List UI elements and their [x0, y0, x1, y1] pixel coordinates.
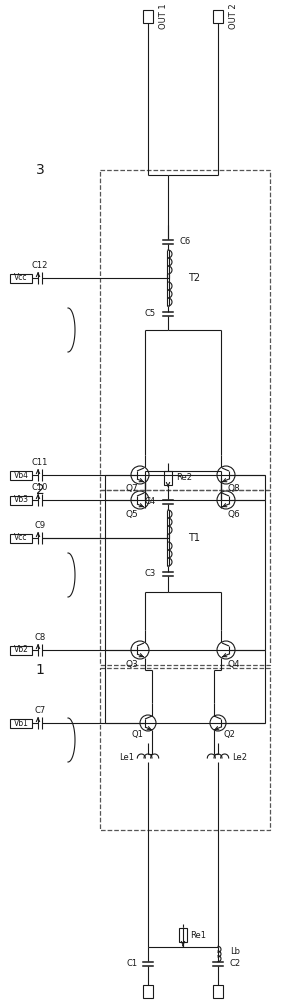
- Text: Vb2: Vb2: [14, 646, 28, 654]
- Bar: [100, 490, 270, 665]
- Text: C5: C5: [145, 310, 156, 318]
- Bar: [10, 534, 32, 542]
- Text: 1: 1: [35, 663, 45, 677]
- Bar: [100, 170, 270, 490]
- Text: Vb1: Vb1: [14, 718, 28, 728]
- Bar: [10, 495, 32, 504]
- Bar: [100, 668, 270, 830]
- Text: Le1: Le1: [119, 754, 134, 762]
- Text: C11: C11: [32, 458, 48, 467]
- Text: Re2: Re2: [176, 474, 192, 483]
- Text: Q8: Q8: [228, 485, 241, 493]
- Text: Q6: Q6: [228, 510, 241, 518]
- Text: Q4: Q4: [228, 660, 241, 668]
- Bar: [164, 471, 172, 485]
- Text: Re1: Re1: [190, 930, 206, 940]
- Text: OUT 2: OUT 2: [229, 3, 238, 29]
- Bar: [213, 10, 223, 23]
- Text: Le2: Le2: [232, 754, 247, 762]
- Bar: [179, 928, 187, 942]
- Text: C10: C10: [32, 483, 48, 492]
- Text: C8: C8: [34, 633, 46, 642]
- Text: C2: C2: [230, 960, 241, 968]
- Text: C7: C7: [34, 706, 46, 715]
- Text: C1: C1: [127, 960, 138, 968]
- Text: Lb: Lb: [230, 948, 240, 956]
- Text: Q1: Q1: [131, 730, 143, 740]
- Bar: [10, 471, 32, 480]
- Text: OUT 1: OUT 1: [159, 3, 168, 29]
- Bar: [10, 273, 32, 282]
- Bar: [143, 10, 153, 23]
- Text: C12: C12: [32, 261, 48, 270]
- Text: T1: T1: [188, 533, 200, 543]
- Text: T2: T2: [188, 273, 200, 283]
- Text: 2: 2: [36, 483, 44, 497]
- Text: Vb3: Vb3: [14, 495, 28, 504]
- Bar: [213, 985, 223, 998]
- Text: Q3: Q3: [125, 660, 138, 668]
- Text: Q2: Q2: [223, 730, 235, 740]
- Text: C9: C9: [35, 521, 45, 530]
- Text: Vb4: Vb4: [14, 471, 28, 480]
- Bar: [10, 718, 32, 728]
- Text: C6: C6: [180, 237, 191, 246]
- Text: C4: C4: [145, 497, 156, 506]
- Bar: [10, 646, 32, 654]
- Text: 3: 3: [36, 163, 44, 177]
- Text: Vcc: Vcc: [14, 273, 28, 282]
- Text: C3: C3: [145, 570, 156, 578]
- Text: Q5: Q5: [125, 510, 138, 518]
- Text: Q7: Q7: [125, 485, 138, 493]
- Bar: [143, 985, 153, 998]
- Text: Vcc: Vcc: [14, 534, 28, 542]
